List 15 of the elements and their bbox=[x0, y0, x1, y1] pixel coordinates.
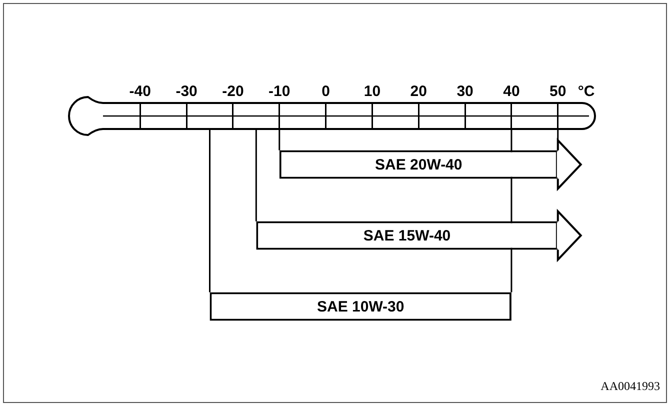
x-tick-label: -40 bbox=[129, 83, 151, 100]
x-tick-label: 10 bbox=[364, 83, 381, 100]
x-tick-label: 30 bbox=[456, 83, 474, 100]
x-tick-label: -20 bbox=[222, 83, 244, 100]
x-tick-label: -30 bbox=[176, 83, 198, 100]
x-tick-label: 0 bbox=[322, 83, 330, 100]
x-tick-label: 20 bbox=[410, 83, 427, 100]
x-axis-title: °C bbox=[578, 83, 595, 100]
x-tick-label: 50 bbox=[550, 83, 566, 100]
y-tick-label: SAE 10W-30 bbox=[316, 298, 404, 316]
y-tick-label: SAE 20W-40 bbox=[375, 156, 462, 174]
text: AA0041993 bbox=[600, 379, 660, 394]
y-tick-label: SAE 15W-40 bbox=[363, 228, 451, 245]
x-tick-label: -10 bbox=[268, 83, 290, 100]
x-tick-label: 40 bbox=[503, 83, 520, 100]
